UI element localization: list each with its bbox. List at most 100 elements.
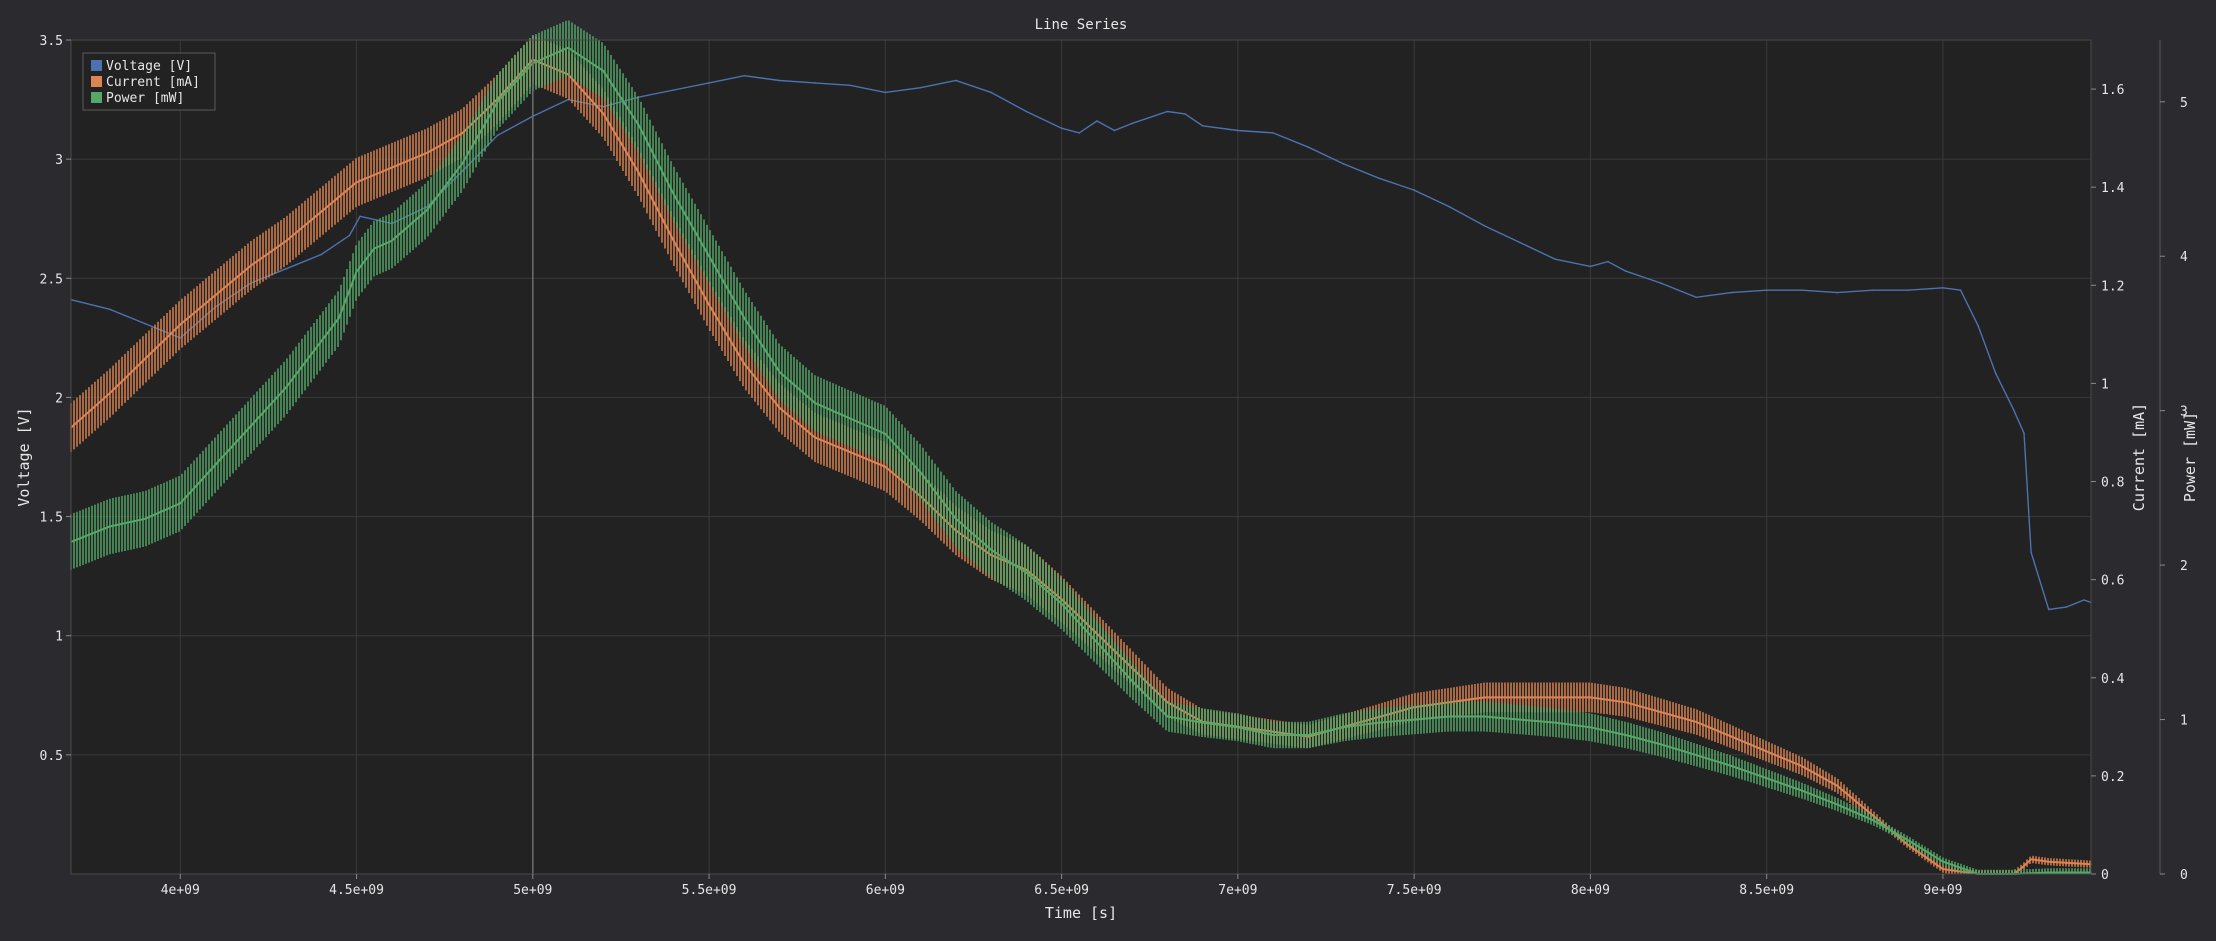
power-point	[1448, 715, 1451, 718]
voltage-point	[1554, 258, 1556, 261]
voltage-point	[990, 91, 992, 94]
power-point	[567, 46, 569, 49]
power-point	[1554, 721, 1556, 724]
voltage-point	[1871, 289, 1874, 292]
power-point	[1942, 860, 1944, 863]
power-tick-label: 1	[2180, 714, 2188, 729]
voltage-point	[1166, 110, 1169, 113]
power-point	[990, 548, 992, 551]
power-point	[1272, 734, 1274, 736]
voltage-point	[1995, 372, 1997, 375]
series-layer	[70, 20, 2092, 875]
current-point	[2047, 860, 2050, 863]
power-point	[1060, 602, 1063, 605]
voltage-point	[1801, 289, 1803, 292]
power-point	[1765, 777, 1768, 779]
current-point	[1871, 814, 1874, 816]
current-point	[1307, 735, 1310, 738]
voltage-point	[348, 234, 351, 237]
current-tick-label: 0	[2101, 868, 2109, 883]
current-tick-label: 1.2	[2101, 279, 2124, 294]
voltage-point	[919, 86, 922, 89]
current-point	[179, 323, 182, 326]
voltage-point	[1765, 289, 1768, 292]
current-point	[320, 210, 323, 213]
voltage-point	[285, 268, 287, 270]
plot-frame	[70, 39, 2092, 875]
current-point	[778, 407, 781, 409]
current-point	[849, 451, 851, 453]
voltage-point	[461, 170, 464, 172]
current-point	[355, 181, 358, 184]
power-point	[214, 463, 217, 466]
power-point	[1483, 715, 1486, 718]
legend-entry-power[interactable]: Power [mW]	[91, 91, 184, 106]
current-point	[1942, 868, 1944, 870]
power-point	[338, 317, 340, 319]
current-point	[708, 304, 710, 306]
voltage-point	[1131, 122, 1133, 125]
voltage-point	[2023, 432, 2025, 435]
current-point	[1589, 696, 1592, 699]
voltage-tick-label: 1	[55, 630, 63, 645]
current-point	[1166, 701, 1169, 704]
current-point	[1660, 711, 1662, 713]
power-point	[1237, 726, 1239, 729]
power-point	[496, 101, 499, 103]
current-tick-label: 0.4	[2101, 672, 2125, 687]
power-point	[1519, 718, 1521, 721]
y-axis-label-current: Current [mA]	[2130, 403, 2148, 511]
voltage-point	[2047, 608, 2050, 611]
voltage-point	[359, 215, 361, 218]
legend-entry-current[interactable]: Current [mA]	[91, 75, 200, 90]
voltage-point	[320, 253, 323, 256]
current-point	[1801, 765, 1803, 767]
x-tick-label: 6e+09	[866, 883, 905, 898]
voltage-point	[1378, 177, 1380, 179]
voltage-point	[1589, 265, 1592, 268]
voltage-point	[673, 89, 675, 91]
power-point	[250, 425, 252, 427]
legend-label-current: Current [mA]	[106, 75, 200, 90]
y-axis-label-voltage: Voltage [V]	[15, 407, 33, 506]
power-point	[1378, 721, 1380, 724]
power-point	[637, 124, 640, 126]
x-tick-label: 8.5e+09	[1739, 883, 1794, 898]
voltage-point	[1184, 113, 1186, 115]
power-tick-label: 4	[2180, 250, 2188, 265]
power-point	[1413, 718, 1415, 721]
power-point	[461, 162, 464, 165]
axis-layer: 4e+09 4.5e+09 5e+09 5.5e+09 6e+09 6.5e+09 7e+0…	[40, 34, 2188, 898]
legend-swatch-current	[91, 76, 102, 87]
voltage-tick-label: 0.5	[40, 749, 63, 764]
power-point	[849, 417, 851, 420]
current-point	[1554, 696, 1556, 699]
current-point	[144, 358, 146, 360]
voltage-point	[2030, 551, 2032, 554]
current-tick-label: 1.4	[2101, 181, 2125, 196]
current-point	[602, 112, 605, 115]
voltage-point	[1695, 296, 1697, 299]
power-point	[1906, 839, 1909, 841]
legend-entry-voltage[interactable]: Voltage [V]	[91, 59, 192, 74]
current-tick-label: 0.2	[2101, 770, 2124, 785]
current-point	[1025, 569, 1028, 571]
power-tick-label: 3	[2180, 405, 2188, 420]
legend-label-voltage: Voltage [V]	[106, 59, 192, 74]
power-point	[919, 471, 922, 474]
voltage-tick-label: 2.5	[40, 272, 63, 287]
current-point	[673, 240, 675, 242]
current-point	[1730, 735, 1733, 738]
power-point	[955, 518, 957, 520]
power-line	[70, 46, 2091, 875]
voltage-point	[884, 91, 887, 94]
voltage-tick-label: 3.5	[40, 34, 63, 49]
power-point	[144, 518, 146, 520]
power-point	[2047, 871, 2050, 874]
voltage-point	[1607, 260, 1609, 263]
current-point	[109, 392, 111, 395]
voltage-point	[1959, 289, 1962, 292]
voltage-point	[1060, 127, 1063, 129]
voltage-point	[496, 134, 499, 137]
